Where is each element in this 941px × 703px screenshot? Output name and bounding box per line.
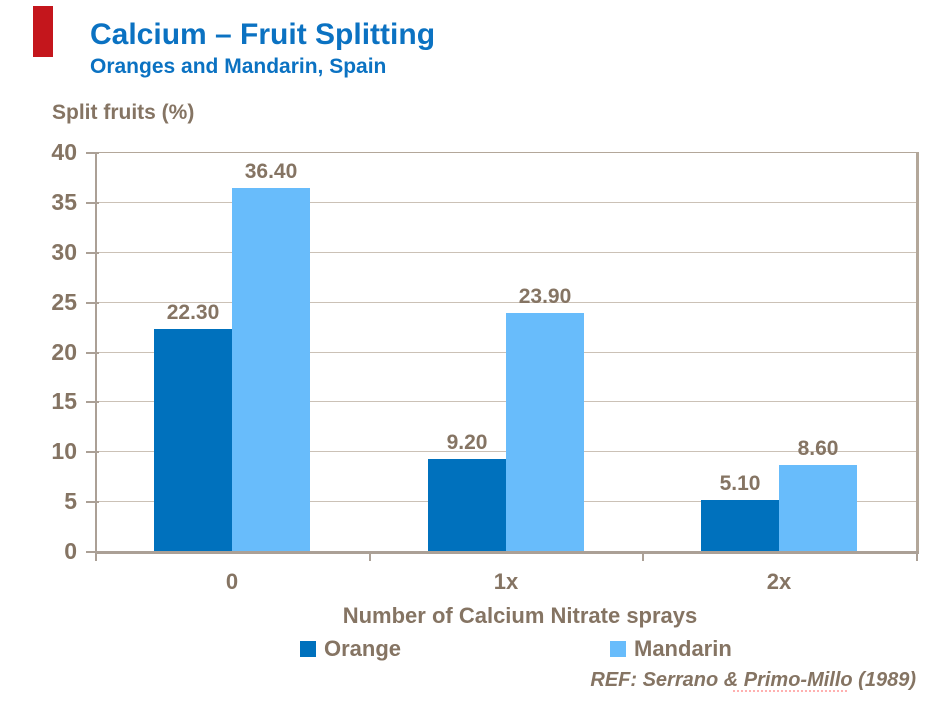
y-tick-label: 35 (51, 189, 77, 215)
y-tick-label: 0 (64, 538, 77, 564)
y-tick-mark (86, 401, 99, 403)
y-tick-mark (86, 202, 99, 204)
x-axis-line (95, 551, 919, 554)
bar-value-label: 5.10 (719, 472, 761, 495)
y-tick-label: 40 (51, 139, 77, 165)
y-tick-mark (86, 152, 99, 154)
x-tick-mark (916, 554, 918, 561)
page-title: Calcium – Fruit Splitting (90, 18, 436, 51)
bar-value-label: 23.90 (518, 285, 572, 308)
spellcheck-underline (733, 690, 847, 692)
bar-value-label: 36.40 (244, 160, 298, 183)
legend-item-mandarin: Mandarin (610, 636, 732, 662)
gridline (97, 252, 916, 253)
y-tick-mark (86, 252, 99, 254)
bar-orange-2 (701, 500, 779, 551)
x-tick-mark (642, 554, 644, 561)
bar-orange-0 (154, 329, 232, 551)
x-category-label: 2x (766, 569, 792, 594)
bar-mandarin-1 (506, 313, 584, 551)
bar-mandarin-0 (232, 188, 310, 551)
y-tick-label: 25 (51, 289, 77, 315)
gridline (97, 202, 916, 203)
y-tick-mark (86, 451, 99, 453)
bar-mandarin-2 (779, 465, 857, 551)
y-tick-mark (86, 501, 99, 503)
page-subtitle: Oranges and Mandarin, Spain (90, 55, 387, 78)
y-tick-label: 30 (51, 239, 77, 265)
legend-label-orange: Orange (324, 636, 402, 661)
bar-value-label: 8.60 (797, 437, 839, 460)
y-tick-label: 15 (51, 388, 77, 414)
orange-series-swatch (300, 641, 316, 657)
bar-value-label: 9.20 (446, 431, 488, 454)
x-tick-mark (369, 554, 371, 561)
legend-item-orange: Orange (300, 636, 401, 662)
bar-orange-1 (428, 459, 506, 551)
plot-border-top (95, 152, 919, 153)
y-tick-mark (86, 352, 99, 354)
y-tick-mark (86, 551, 99, 553)
y-tick-label: 20 (51, 339, 77, 365)
x-category-label: 0 (225, 569, 239, 594)
bar-value-label: 22.30 (166, 301, 220, 324)
y-tick-mark (86, 302, 99, 304)
gridline (97, 302, 916, 303)
x-category-label: 1x (493, 569, 519, 594)
y-tick-label: 10 (51, 438, 77, 464)
plot-border-right (916, 152, 919, 554)
x-tick-mark (95, 554, 97, 561)
y-tick-label: 5 (64, 488, 77, 514)
legend-label-mandarin: Mandarin (634, 636, 732, 661)
x-axis-title: Number of Calcium Nitrate sprays (342, 603, 698, 628)
mandarin-series-swatch (610, 641, 626, 657)
red-accent-bar (33, 6, 53, 57)
reference-text: REF: Serrano & Primo-Millo (1989) (590, 669, 916, 691)
y-axis-title: Split fruits (%) (52, 101, 195, 124)
